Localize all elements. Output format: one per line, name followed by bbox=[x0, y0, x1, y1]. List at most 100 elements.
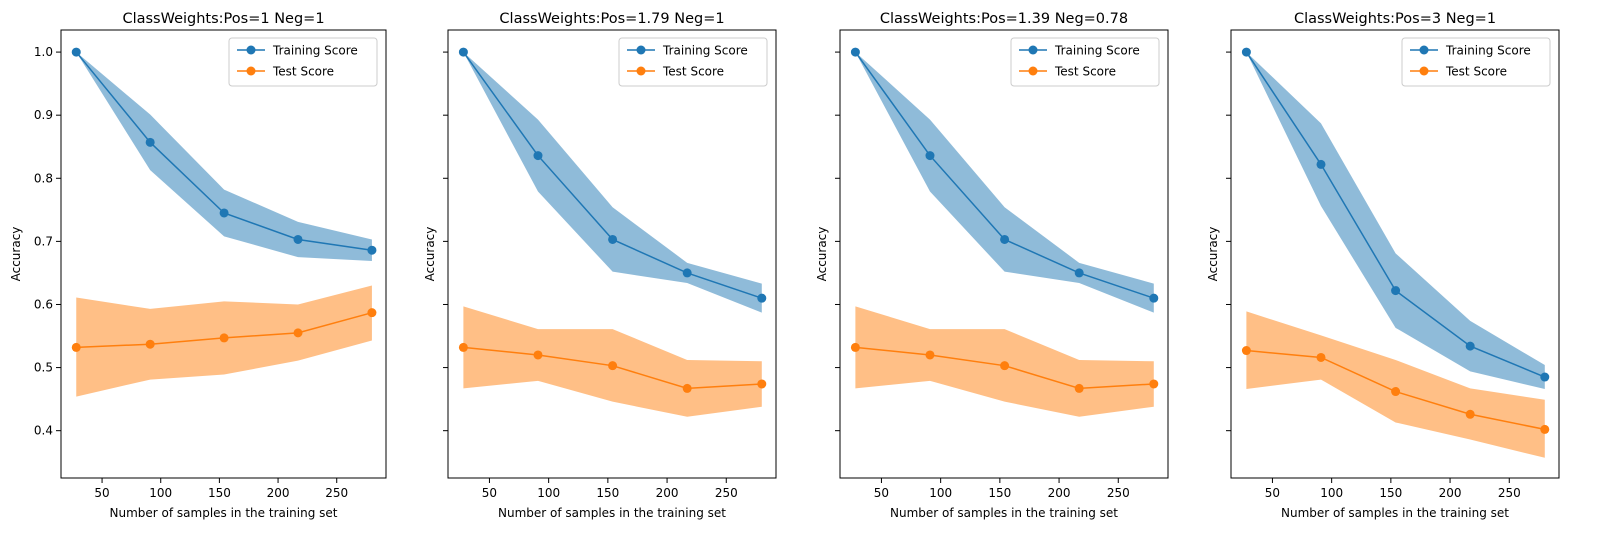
y-tick-label: 0.7 bbox=[34, 234, 53, 248]
axes-frame bbox=[447, 29, 777, 479]
chart-panel-2: 50 100 150 200 250 ClassWeights:Pos=1.79 Neg=… bbox=[423, 11, 777, 520]
x-tick-label: 50 bbox=[482, 486, 497, 500]
point-test-score bbox=[1074, 383, 1084, 393]
legend-box bbox=[1010, 37, 1160, 87]
y-tick-label: 0.5 bbox=[34, 361, 53, 375]
point-training-score bbox=[367, 245, 377, 255]
band-training-score bbox=[463, 52, 762, 313]
legend-label-training: Training Score bbox=[662, 44, 748, 58]
legend-marker-test bbox=[1028, 66, 1038, 76]
point-test-score bbox=[850, 342, 860, 352]
point-training-score bbox=[219, 208, 229, 218]
y-tick-label: 0.8 bbox=[34, 171, 53, 185]
chart-title: ClassWeights:Pos=3 Neg=1 bbox=[1294, 11, 1496, 27]
band-training-score bbox=[76, 52, 372, 261]
legend-box bbox=[1401, 37, 1551, 87]
point-test-score bbox=[1000, 361, 1010, 371]
point-test-score bbox=[71, 342, 81, 352]
x-axis-label: Number of samples in the training set bbox=[498, 506, 726, 520]
x-tick-label: 150 bbox=[1379, 486, 1402, 500]
legend-marker-test bbox=[246, 66, 256, 76]
legend: Training Score Test Score bbox=[1401, 37, 1551, 87]
legend-box bbox=[228, 37, 378, 87]
point-training-score bbox=[145, 137, 155, 147]
x-axis-label: Number of samples in the training set bbox=[1281, 506, 1509, 520]
x-tick-label: 200 bbox=[656, 486, 679, 500]
point-test-score bbox=[293, 328, 303, 338]
x-tick-label: 200 bbox=[1439, 486, 1462, 500]
point-training-score bbox=[850, 47, 860, 57]
chart-panel-3: 50 100 150 200 250 ClassWeights:Pos=1.39 Neg=… bbox=[815, 11, 1169, 520]
chart-title: ClassWeights:Pos=1.79 Neg=1 bbox=[499, 11, 724, 27]
legend-marker-test bbox=[636, 66, 646, 76]
point-test-score bbox=[1391, 387, 1401, 397]
band-training-score bbox=[855, 52, 1154, 313]
point-test-score bbox=[1316, 352, 1326, 362]
x-tick-label: 150 bbox=[208, 486, 231, 500]
chart-title: ClassWeights:Pos=1 Neg=1 bbox=[122, 11, 324, 27]
point-training-score bbox=[682, 268, 692, 278]
legend-label-training: Training Score bbox=[1054, 44, 1140, 58]
point-training-score bbox=[925, 151, 935, 161]
point-test-score bbox=[367, 308, 377, 318]
x-axis-label: Number of samples in the training set bbox=[110, 506, 338, 520]
x-tick-label: 100 bbox=[149, 486, 172, 500]
chart-panel-1: 50 100 150 200 250 0.4 0.5 0.6 0.7 0.8 0.9 1.0 Class… bbox=[9, 11, 387, 520]
point-training-score bbox=[293, 234, 303, 244]
legend-marker-training bbox=[1028, 45, 1038, 55]
legend-label-training: Training Score bbox=[1445, 44, 1531, 58]
y-axis-label: Accuracy bbox=[815, 227, 829, 282]
point-training-score bbox=[1391, 286, 1401, 296]
point-test-score bbox=[925, 350, 935, 360]
point-training-score bbox=[608, 234, 618, 244]
point-test-score bbox=[757, 379, 767, 389]
chart-panel-4: 50 100 150 200 250 ClassWeights:Pos=3 Neg=1 Nu… bbox=[1206, 11, 1560, 520]
y-tick-label: 0.6 bbox=[34, 297, 53, 311]
point-training-score bbox=[1316, 159, 1326, 169]
x-tick-label: 150 bbox=[988, 486, 1011, 500]
point-test-score bbox=[219, 333, 229, 343]
point-training-score bbox=[1465, 341, 1475, 351]
legend-label-test: Test Score bbox=[272, 65, 334, 79]
x-tick-label: 100 bbox=[929, 486, 952, 500]
point-test-score bbox=[458, 342, 468, 352]
point-training-score bbox=[1074, 268, 1084, 278]
x-tick-label: 250 bbox=[715, 486, 738, 500]
point-training-score bbox=[1241, 47, 1251, 57]
point-test-score bbox=[1149, 379, 1159, 389]
legend-box bbox=[618, 37, 768, 87]
legend-marker-training bbox=[1419, 45, 1429, 55]
point-training-score bbox=[458, 47, 468, 57]
x-tick-label: 250 bbox=[1107, 486, 1130, 500]
axes-frame bbox=[60, 29, 387, 479]
point-test-score bbox=[145, 339, 155, 349]
legend-label-test: Test Score bbox=[1445, 65, 1507, 79]
point-test-score bbox=[533, 350, 543, 360]
legend-marker-test bbox=[1419, 66, 1429, 76]
axes-frame bbox=[839, 29, 1169, 479]
legend-label-training: Training Score bbox=[272, 44, 358, 58]
y-axis-label: Accuracy bbox=[1206, 227, 1220, 282]
point-training-score bbox=[757, 293, 767, 303]
x-tick-label: 250 bbox=[325, 486, 348, 500]
legend: Training Score Test Score bbox=[228, 37, 378, 87]
x-tick-label: 50 bbox=[874, 486, 889, 500]
legend: Training Score Test Score bbox=[618, 37, 768, 87]
x-tick-label: 50 bbox=[1265, 486, 1280, 500]
point-test-score bbox=[1241, 346, 1251, 356]
x-tick-label: 200 bbox=[267, 486, 290, 500]
y-tick-label: 0.9 bbox=[34, 108, 53, 122]
point-test-score bbox=[1540, 424, 1550, 434]
y-tick-label: 0.4 bbox=[34, 424, 53, 438]
legend-label-test: Test Score bbox=[1054, 65, 1116, 79]
x-axis-label: Number of samples in the training set bbox=[890, 506, 1118, 520]
x-tick-label: 200 bbox=[1048, 486, 1071, 500]
point-training-score bbox=[533, 151, 543, 161]
point-test-score bbox=[608, 361, 618, 371]
x-tick-label: 100 bbox=[537, 486, 560, 500]
y-tick-label: 1.0 bbox=[34, 45, 53, 59]
legend: Training Score Test Score bbox=[1010, 37, 1160, 87]
x-tick-label: 250 bbox=[1498, 486, 1521, 500]
legend-label-test: Test Score bbox=[662, 65, 724, 79]
